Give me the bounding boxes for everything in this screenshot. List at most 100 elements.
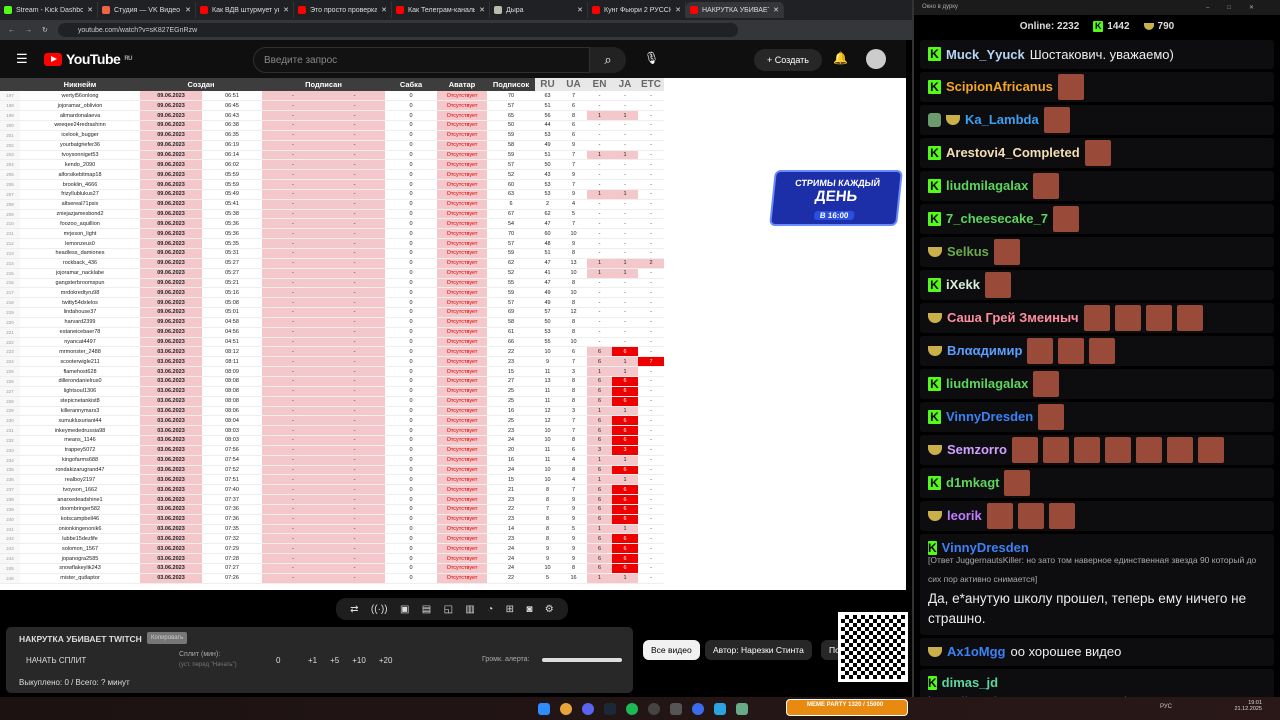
table-cell[interactable]: zniejazjamesbond2	[20, 209, 140, 220]
table-cell[interactable]: mister_qutlaptor	[20, 573, 140, 584]
windows-start-icon[interactable]	[538, 702, 550, 715]
plus-5-button[interactable]: +5	[330, 656, 340, 665]
table-cell[interactable]: alimardonalaeva	[20, 110, 140, 122]
table-cell[interactable]: mrmonster_2488	[20, 346, 140, 358]
chat-link[interactable]: https://t.me/ORGINALDANKEZT1/66128	[928, 694, 1266, 697]
table-cell[interactable]: solomon_1567	[20, 543, 140, 555]
chip-all-videos[interactable]: Все видео	[643, 640, 700, 660]
browser-tab[interactable]: Студия — VK Видео Live ✕	[98, 2, 196, 18]
browser-tab[interactable]: НАКРУТКА УБИВАЕТ ✕	[686, 2, 784, 18]
table-cell[interactable]: snowflakeylik243	[20, 563, 140, 574]
table-cell[interactable]: mrdokredtyru98	[20, 287, 140, 299]
table-cell[interactable]: icelook_bugger	[20, 130, 140, 141]
chat-username[interactable]: Selkus	[947, 244, 989, 259]
browser-tab[interactable]: Это просто проверка ✕	[294, 2, 392, 18]
close-icon[interactable]: ✕	[773, 7, 779, 14]
table-cell[interactable]: trappey5072	[20, 445, 140, 456]
table-cell[interactable]: wertyl56onlong	[20, 91, 140, 102]
steam-icon[interactable]	[604, 702, 616, 715]
chip-author[interactable]: Автор: Нарезки Стинта	[705, 640, 812, 660]
close-icon[interactable]: ✕	[87, 7, 93, 14]
table-cell[interactable]: frizyllublukus27	[20, 189, 140, 200]
url-field[interactable]: youtube.com/watch?v=sK827EGnRzw	[57, 23, 738, 37]
table-cell[interactable]: lindahouse37	[20, 307, 140, 318]
browser-tab[interactable]: Дыра ✕	[490, 2, 588, 18]
table-cell[interactable]: stepicnetankist8	[20, 396, 140, 407]
table-cell[interactable]: xumukluxuriant44	[20, 415, 140, 427]
close-icon[interactable]: ✕	[381, 7, 387, 14]
table-cell[interactable]: tvoysonniget53	[20, 150, 140, 161]
bell-icon[interactable]: 🔔	[833, 51, 848, 65]
app2-icon[interactable]	[736, 702, 748, 715]
chat-username[interactable]: Arestovi4_Completed	[946, 145, 1080, 160]
chat-username[interactable]: VinnyDresden	[941, 539, 1029, 555]
table-cell[interactable]: lubbe15dezlife	[20, 533, 140, 545]
table-cell[interactable]: kendo_2090	[20, 159, 140, 171]
chat-username[interactable]: 7_cheesecake_7	[946, 211, 1048, 226]
avatar[interactable]	[866, 49, 886, 69]
table-cell[interactable]: dillerondanielrus0	[20, 376, 140, 387]
close-icon[interactable]: ✕	[479, 7, 485, 14]
menu-icon[interactable]: ☰	[16, 51, 28, 66]
search-icon[interactable]: ⌕	[590, 47, 626, 73]
browser-tab[interactable]: Stream - Kick Dashboard ✕	[0, 2, 98, 18]
table-cell[interactable]: means_1146	[20, 435, 140, 446]
table-cell[interactable]: jojoramar_oblivion	[20, 100, 140, 112]
table-cell[interactable]: foozoo_aquillion	[20, 218, 140, 230]
table-cell[interactable]: lemonzeus0	[20, 238, 140, 249]
table-cell[interactable]: killerannymars3	[20, 406, 140, 417]
close-icon[interactable]: ✕	[185, 7, 191, 14]
chat-username[interactable]: liudmilagalax	[946, 376, 1029, 391]
table-cell[interactable]: kingofarms688	[20, 455, 140, 466]
chrome-icon[interactable]	[560, 702, 572, 715]
table-cell[interactable]: tvoyson_1662	[20, 484, 140, 496]
clapper-icon[interactable]: ▤	[421, 603, 432, 615]
table-cell[interactable]: altsereal71psix	[20, 199, 140, 210]
split-value[interactable]: 0	[276, 656, 281, 665]
volume-slider[interactable]	[542, 658, 622, 662]
table-cell[interactable]: estaneicebaer78	[20, 327, 140, 338]
chat-username[interactable]: leorik	[947, 508, 982, 523]
table-cell[interactable]: lightsoul1306	[20, 386, 140, 397]
chat-username[interactable]: Ka_Lambda	[965, 112, 1039, 127]
table-cell[interactable]: jopanogra2585	[20, 553, 140, 564]
microphone-icon[interactable]: 🎙	[644, 51, 660, 65]
table-cell[interactable]: anarxedeadshine1	[20, 494, 140, 505]
clock[interactable]: 19:01 21.12.2025	[1222, 700, 1262, 712]
table-cell[interactable]: doombringer582	[20, 504, 140, 515]
table-cell[interactable]: jojoramar_nacklabe	[20, 268, 140, 279]
add-marker-icon[interactable]: ⊞	[505, 603, 514, 615]
plus-10-button[interactable]: +10	[352, 656, 366, 665]
browser-tab[interactable]: Как Телеграм-каналы ✕	[392, 2, 490, 18]
close-icon[interactable]: ✕	[577, 7, 583, 14]
crop-icon[interactable]: ◱	[443, 603, 454, 615]
copy-button[interactable]: Копировать	[147, 632, 188, 644]
camera-icon[interactable]: ◙	[526, 603, 533, 615]
discord-icon[interactable]	[582, 702, 594, 715]
chat-username[interactable]: Muck_Yyuck	[946, 46, 1025, 62]
chat-username[interactable]: dimas_jd	[941, 675, 999, 690]
browser-tab[interactable]: Кунг Фьюри 2 РУССКАЯ ✕	[588, 2, 686, 18]
spotify-icon[interactable]	[626, 702, 638, 715]
start-split-button[interactable]: НАЧАТЬ СПЛИТ	[26, 656, 87, 665]
chat-username[interactable]: d1mkagt	[946, 475, 1000, 490]
table-cell[interactable]: rockback_436	[20, 258, 140, 269]
chat-username[interactable]: Ax1oMgg	[947, 644, 1006, 660]
browser-tab[interactable]: Как ВДВ штурмует укр ✕	[196, 2, 294, 18]
gauge-icon[interactable]: ◔	[487, 603, 494, 615]
reload-icon[interactable]: ↻	[42, 27, 48, 34]
table-cell[interactable]: onionkingenonik6	[20, 524, 140, 535]
table-cell[interactable]: harvard2399	[20, 317, 140, 328]
youtube-logo[interactable]: YouTube RU	[44, 51, 132, 67]
table-cell[interactable]: realboy2197	[20, 474, 140, 486]
table-cell[interactable]: weeqee24redrashinn	[20, 120, 140, 131]
close-icon[interactable]: ✕	[675, 7, 681, 14]
table-cell[interactable]: inkeymededrussia98	[20, 425, 140, 437]
chat-username[interactable]: Саша Грей Змеиныч	[947, 310, 1079, 325]
table-cell[interactable]: rondakizarugrand47	[20, 465, 140, 476]
forward-icon[interactable]: →	[25, 26, 32, 34]
table-cell[interactable]: kotscampbell46	[20, 514, 140, 525]
swap-icon[interactable]: ⇄	[350, 603, 359, 615]
window-icon[interactable]: ▥	[465, 603, 475, 615]
gear-icon[interactable]: ⚙	[544, 603, 554, 615]
